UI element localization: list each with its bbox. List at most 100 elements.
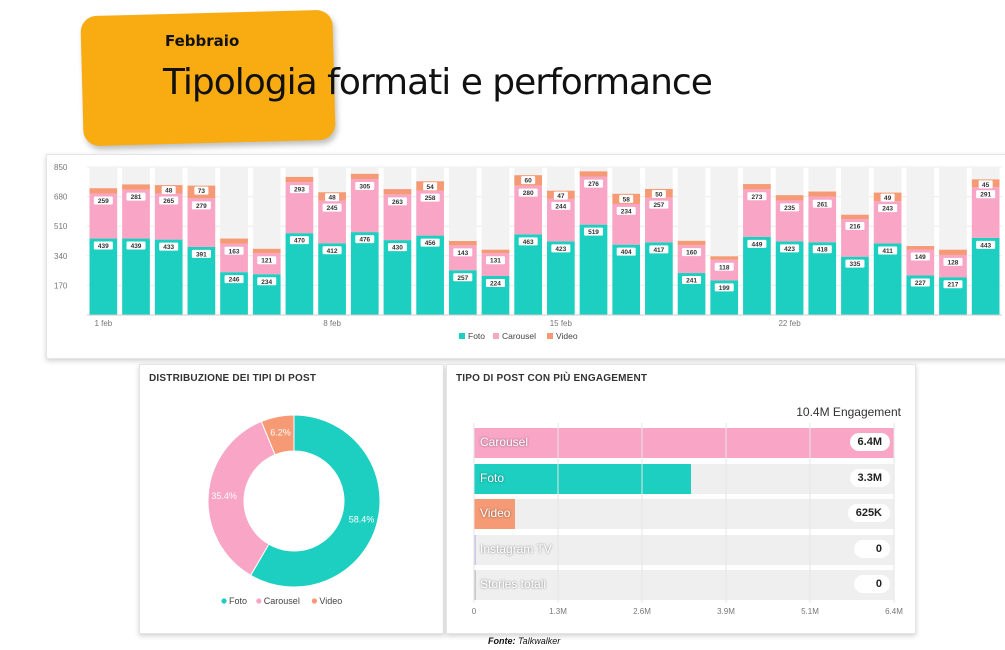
slice-label: 58.4% — [349, 514, 375, 524]
data-label: 243 — [882, 206, 893, 213]
engagement-value-label: 0 — [854, 575, 890, 593]
legend-swatch — [547, 333, 553, 339]
data-label: 449 — [751, 241, 762, 248]
bar-foto — [775, 241, 804, 315]
data-label: 160 — [686, 250, 697, 257]
data-label-box — [619, 194, 634, 203]
data-label: 257 — [653, 202, 664, 209]
legend-label: Carousel — [264, 596, 300, 606]
engagement-category-label: Instagram TV — [480, 541, 552, 556]
data-label-box — [159, 242, 179, 251]
data-label-box — [910, 278, 930, 287]
legend-swatch — [256, 598, 262, 604]
data-label: 418 — [817, 247, 828, 254]
x-tick-label: 5.1M — [801, 607, 819, 616]
bar-foto — [514, 234, 542, 315]
bar-video — [448, 241, 477, 246]
data-label-box — [521, 176, 536, 185]
data-label-box — [880, 193, 895, 202]
data-label-box — [910, 252, 930, 261]
data-label: 48 — [165, 188, 173, 195]
data-label: 73 — [198, 188, 206, 195]
daily-posts-stacked-bar-chart: 170 340 510 680 850 439 259 439 281 433 265 48 391 27… — [54, 163, 1002, 341]
data-label: 443 — [980, 242, 991, 249]
bar-video — [252, 248, 281, 254]
bar-foto — [154, 239, 183, 315]
bar-video — [677, 240, 706, 246]
data-label: 423 — [784, 246, 795, 253]
data-label: 417 — [653, 247, 664, 254]
engagement-value-label: 6.4M — [849, 433, 890, 451]
slice-label: 6.2% — [270, 427, 291, 437]
engagement-value-label: 0 — [854, 539, 890, 558]
engagement-row: Video 625K — [474, 499, 894, 529]
data-label-box — [747, 239, 767, 248]
data-label-box — [289, 185, 309, 194]
engagement-category-label: Foto — [480, 470, 505, 485]
data-label-box — [161, 186, 176, 195]
data-label-box — [714, 262, 734, 271]
data-label: 476 — [359, 237, 370, 244]
data-label-box — [616, 247, 636, 256]
bar-foto — [122, 238, 150, 315]
x-tick-label: 6.4M — [885, 607, 903, 616]
distribution-title: DISTRIBUZIONE DEI TIPI DI POST — [149, 373, 317, 384]
data-label: 48 — [328, 195, 336, 202]
y-tick-label: 340 — [54, 252, 68, 261]
slice-label: 35.4% — [211, 491, 237, 501]
data-label-box — [878, 246, 898, 255]
data-label-box — [780, 203, 800, 212]
data-label: 456 — [425, 240, 436, 247]
source-label: Fonte: — [488, 636, 516, 646]
engagement-bar — [474, 428, 894, 458]
bar-video — [285, 176, 314, 183]
x-tick-label: 0 — [472, 607, 477, 616]
data-label: 60 — [525, 178, 533, 185]
data-label-box — [553, 191, 568, 200]
data-label: 235 — [784, 205, 795, 212]
data-label: 241 — [686, 278, 697, 285]
legend-label: Video — [319, 596, 342, 606]
data-label-box — [93, 241, 113, 250]
data-label: 519 — [588, 229, 599, 236]
data-label: 54 — [427, 184, 435, 191]
bar-video — [906, 246, 935, 250]
data-label-box — [649, 245, 669, 254]
bar-video — [808, 191, 837, 197]
data-label-box — [845, 259, 865, 268]
bar-foto — [416, 235, 444, 315]
engagement-row: Foto 3.3M — [474, 463, 894, 494]
bar-video — [579, 171, 608, 177]
bar-foto — [187, 246, 216, 315]
data-label-box — [976, 190, 996, 199]
data-label-box — [453, 248, 473, 257]
data-label: 128 — [948, 259, 959, 266]
data-label: 291 — [980, 192, 991, 199]
data-label-box — [387, 243, 407, 252]
data-label-box — [682, 276, 702, 285]
data-label-box — [420, 238, 440, 247]
data-label-box — [485, 256, 505, 265]
x-tick-label: 8 feb — [323, 319, 341, 328]
data-label-box — [584, 179, 604, 188]
data-label: 45 — [982, 182, 990, 189]
data-label-box — [93, 196, 113, 205]
y-tick-label: 680 — [54, 193, 68, 202]
bar-video — [743, 184, 771, 190]
data-label-box — [682, 248, 702, 257]
engagement-value-label: 3.3M — [849, 468, 890, 487]
data-label-box — [322, 246, 342, 255]
engagement-bar — [474, 463, 691, 494]
x-tick-label: 1 feb — [94, 319, 112, 328]
engagement-bar — [474, 534, 476, 565]
data-label: 143 — [457, 250, 468, 257]
distribution-panel: DISTRIBUZIONE DEI TIPI DI POST 58.4% 35.4… — [139, 364, 444, 634]
donut-slice-carousel — [207, 420, 276, 576]
bar-video — [220, 238, 248, 244]
bar-foto — [547, 241, 575, 315]
engagement-value-label: 625K — [847, 504, 890, 522]
data-label-box — [616, 206, 636, 215]
data-label: 335 — [850, 261, 861, 268]
y-tick-label: 510 — [54, 222, 68, 231]
data-label: 244 — [555, 203, 566, 210]
